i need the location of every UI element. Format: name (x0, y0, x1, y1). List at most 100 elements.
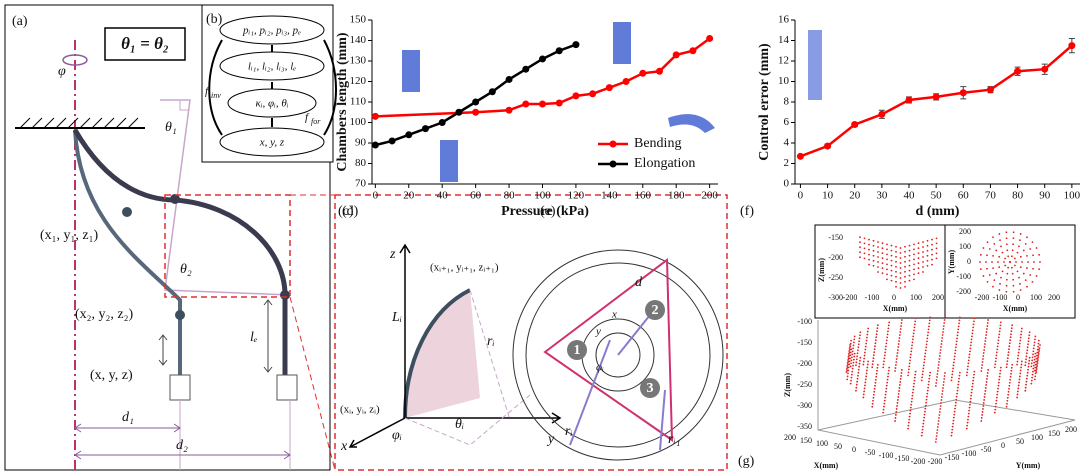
decor-dot (966, 368, 969, 371)
shape (208, 39, 337, 136)
decor-dot (1027, 337, 1030, 340)
decor-dot (1001, 270, 1004, 273)
decor-dot (904, 265, 906, 268)
decor-dot (911, 391, 914, 394)
decor-dot (956, 334, 959, 337)
decor-dot (847, 360, 850, 363)
decor-dot (856, 377, 859, 380)
decor-dot (995, 249, 998, 252)
decor-dot (913, 382, 915, 385)
decor-dot (849, 342, 852, 345)
decor-dot (873, 387, 876, 390)
decor-dot (997, 261, 999, 263)
decor-dot (899, 287, 902, 289)
decor-dot (1022, 249, 1025, 252)
decor-dot (1036, 351, 1039, 354)
shape (645, 300, 665, 320)
decor-dot (914, 317, 917, 320)
decor-dot (900, 322, 903, 324)
y-tick-label: 10 (778, 75, 790, 87)
decor-dot (883, 357, 886, 360)
decor-dot (1033, 361, 1036, 364)
decor-dot (871, 405, 874, 408)
decor-dot (1031, 356, 1034, 359)
decor-dot (913, 326, 916, 329)
decor-dot (1033, 341, 1036, 344)
decor-dot (886, 268, 888, 271)
legend-label: Elongation (634, 156, 695, 171)
decor-dot (937, 420, 940, 422)
decor-dot (1019, 339, 1022, 342)
decor-dot (850, 339, 853, 342)
decor-dot (951, 373, 954, 376)
decor-dot (941, 393, 944, 395)
shape (263, 299, 273, 373)
decor-dot (872, 399, 874, 402)
decor-dot (992, 254, 994, 257)
shape (4, 4, 331, 471)
axis-text: 0 (892, 293, 896, 302)
decor-dot (909, 359, 911, 362)
decor-dot (849, 344, 851, 346)
decor-dot (859, 236, 861, 239)
x-tick-label: 80 (504, 190, 516, 202)
decor-dot (876, 369, 878, 372)
axis-text: -200 (975, 293, 990, 302)
decor-dot (958, 322, 960, 325)
decor-dot (1006, 402, 1008, 405)
d1-label: d₁ (122, 410, 134, 425)
decor-dot (986, 280, 989, 283)
decor-dot (1012, 284, 1015, 287)
decor-dot (871, 366, 874, 369)
axis-text: 100 (910, 293, 922, 302)
decor-dot (922, 425, 924, 428)
x-tick-label: 100 (534, 190, 551, 202)
decor-dot (971, 382, 974, 385)
shape (104, 27, 186, 61)
decor-dot (979, 268, 982, 271)
shape (73, 129, 182, 375)
decor-dot (951, 370, 954, 373)
axis-text: -200 (843, 293, 858, 302)
decor-dot (887, 327, 890, 330)
decor-dot (999, 282, 1001, 285)
axis-text: -100 (956, 272, 971, 281)
decor-dot (1005, 290, 1008, 293)
decor-dot (859, 246, 861, 249)
decor-dot (853, 338, 856, 341)
decor-dot (908, 249, 911, 252)
decor-dot (1018, 348, 1020, 351)
decor-dot (877, 271, 879, 273)
decor-dot (1028, 334, 1031, 337)
y-tick-label: 0 (784, 178, 790, 190)
marker (796, 152, 804, 160)
decor-dot (1004, 257, 1007, 260)
decor-dot (954, 346, 957, 349)
decor-dot (886, 253, 888, 256)
decor-dot (942, 384, 945, 386)
decor-dot (953, 355, 956, 358)
decor-dot (910, 347, 913, 350)
decor-dot (997, 339, 1000, 342)
decor-dot (996, 390, 999, 393)
decor-dot (859, 356, 862, 359)
decor-dot (985, 261, 987, 263)
decor-dot (882, 408, 885, 411)
radius-label: rᵢ (565, 424, 573, 439)
decor-dot (1031, 359, 1034, 362)
decor-dot (886, 278, 888, 281)
decor-dot (996, 393, 999, 396)
axis-text: 0 (1016, 293, 1020, 302)
marker (538, 100, 546, 108)
decor-dot (928, 380, 930, 383)
decor-dot (943, 378, 946, 380)
decor-dot (936, 370, 939, 372)
decor-dot (910, 400, 913, 403)
decor-dot (859, 256, 861, 259)
decor-dot (908, 259, 911, 262)
decor-dot (1024, 279, 1027, 282)
decor-dot (846, 365, 849, 367)
decor-dot (1036, 362, 1039, 364)
decor-dot (952, 422, 954, 425)
decor-dot (922, 261, 924, 263)
